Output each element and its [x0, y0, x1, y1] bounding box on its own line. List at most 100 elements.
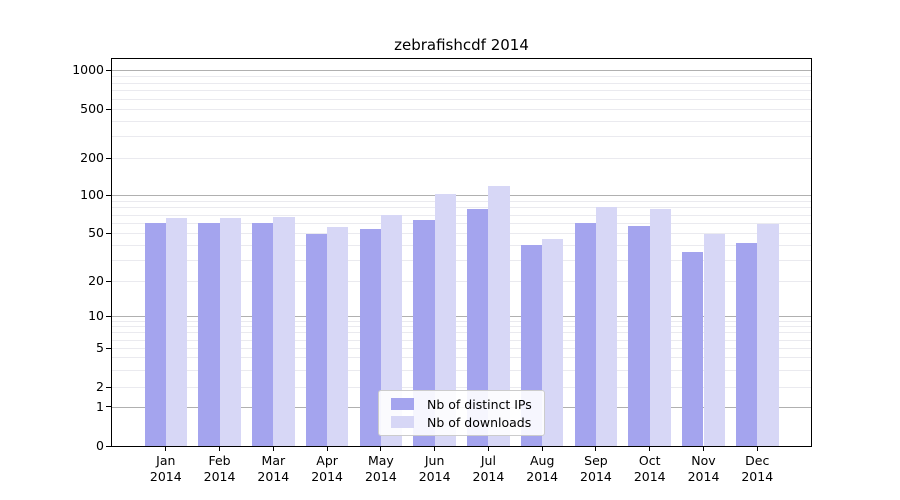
y-tick-mark: [106, 157, 112, 159]
gridline-minor: [112, 223, 811, 224]
bar-distinct-ips-jun: [413, 220, 435, 446]
y-tick-label: 2: [96, 379, 104, 394]
gridline-minor: [112, 244, 811, 246]
gridline-minor: [112, 339, 811, 341]
x-tick-mark: [272, 447, 274, 451]
bar-downloads-jan: [165, 217, 188, 446]
gridline-minor: [112, 320, 811, 322]
y-tick-mark: [106, 280, 112, 282]
legend-item-downloads: Nb of downloads: [387, 415, 536, 430]
legend-swatch-distinct-ips: [391, 398, 414, 410]
x-tick-label: Apr 2014: [311, 453, 344, 484]
y-tick-label: 50: [88, 225, 104, 240]
x-tick-mark: [326, 447, 328, 451]
bar-distinct-ips-mar: [252, 223, 274, 446]
y-tick-label: 1: [96, 398, 104, 414]
gridline-minor: [112, 75, 811, 77]
gridline-minor: [112, 200, 811, 202]
x-tick-mark: [219, 447, 221, 451]
bar-distinct-ips-oct: [628, 225, 650, 446]
y-tick-label: 100: [80, 187, 104, 202]
gridline-minor: [112, 120, 811, 122]
gridline-minor: [112, 326, 811, 328]
gridline-minor: [112, 332, 811, 334]
bar-downloads-feb: [219, 217, 241, 446]
plot-area: [111, 58, 812, 447]
x-tick-mark: [434, 447, 436, 451]
x-tick-label: Aug 2014: [526, 453, 559, 484]
bar-distinct-ips-nov: [682, 251, 704, 446]
y-tick-label: 1000: [72, 62, 104, 77]
bar-distinct-ips-jan: [144, 223, 166, 446]
gridline-major: [112, 70, 811, 71]
gridline-minor: [112, 369, 811, 371]
gridline-minor: [112, 387, 811, 388]
bar-downloads-mar: [273, 216, 295, 446]
bar-downloads-aug: [542, 238, 564, 446]
y-tick-mark: [106, 386, 112, 388]
gridline-minor: [112, 109, 811, 110]
bar-downloads-jun: [434, 193, 456, 446]
gridline-minor: [112, 357, 811, 359]
x-tick-label: Nov 2014: [687, 453, 720, 484]
legend: Nb of distinct IPs Nb of downloads: [378, 390, 545, 436]
gridline-minor: [112, 259, 811, 261]
y-tick-mark: [106, 194, 112, 196]
y-tick-mark: [106, 69, 112, 71]
y-tick-label: 500: [80, 101, 104, 116]
y-tick-mark: [106, 108, 112, 110]
bar-distinct-ips-dec: [735, 243, 758, 446]
x-tick-label: Jul 2014: [472, 453, 505, 484]
legend-swatch-downloads: [391, 416, 414, 428]
chart-title: zebrafishcdf 2014: [394, 36, 529, 54]
gridline-minor: [112, 348, 811, 349]
x-tick-mark: [703, 447, 704, 451]
x-tick-mark: [541, 447, 543, 451]
legend-item-distinct-ips: Nb of distinct IPs: [387, 397, 536, 412]
gridline-minor: [112, 233, 811, 234]
y-tick-mark: [106, 445, 112, 447]
bar-distinct-ips-sep: [574, 223, 596, 446]
x-tick-mark: [595, 447, 597, 451]
x-tick-label: Feb 2014: [203, 453, 236, 484]
y-tick-mark: [106, 315, 112, 317]
legend-label-distinct-ips: Nb of distinct IPs: [427, 396, 532, 412]
bar-downloads-oct: [649, 209, 672, 446]
x-tick-label: Sep 2014: [580, 453, 612, 484]
bar-downloads-apr: [327, 226, 349, 446]
bar-distinct-ips-feb: [198, 223, 220, 446]
x-tick-mark: [165, 447, 167, 451]
x-tick-label: Dec 2014: [741, 453, 774, 484]
y-tick-label: 20: [88, 273, 104, 288]
gridline-minor: [112, 82, 811, 84]
bar-downloads-nov: [703, 234, 725, 446]
x-tick-label: Jun 2014: [418, 453, 451, 484]
gridline-minor: [112, 90, 811, 92]
gridline-minor: [112, 136, 811, 138]
bar-distinct-ips-may: [359, 228, 381, 446]
y-tick-label: 10: [88, 308, 104, 323]
bar-downloads-jul: [488, 186, 510, 446]
x-tick-label: Oct 2014: [633, 453, 666, 484]
legend-label-downloads: Nb of downloads: [427, 414, 532, 430]
x-tick-mark: [756, 447, 758, 451]
gridline-major: [112, 316, 811, 317]
x-tick-mark: [487, 447, 489, 451]
y-tick-mark: [106, 347, 112, 349]
x-tick-label: Mar 2014: [257, 453, 290, 484]
gridline-minor: [112, 214, 811, 216]
bar-downloads-dec: [757, 223, 779, 446]
y-tick-label: 0: [96, 438, 104, 453]
gridline-major: [112, 195, 811, 196]
gridline-minor: [112, 207, 811, 209]
y-tick-label: 200: [80, 150, 104, 165]
bar-downloads-sep: [595, 207, 618, 446]
gridline-minor: [112, 98, 811, 100]
bar-downloads-may: [380, 214, 403, 446]
x-tick-label: Jan 2014: [149, 453, 182, 484]
x-tick-label: May 2014: [364, 453, 397, 484]
gridline-minor: [112, 281, 811, 282]
y-tick-mark: [106, 232, 112, 234]
y-tick-label: 5: [96, 340, 104, 355]
